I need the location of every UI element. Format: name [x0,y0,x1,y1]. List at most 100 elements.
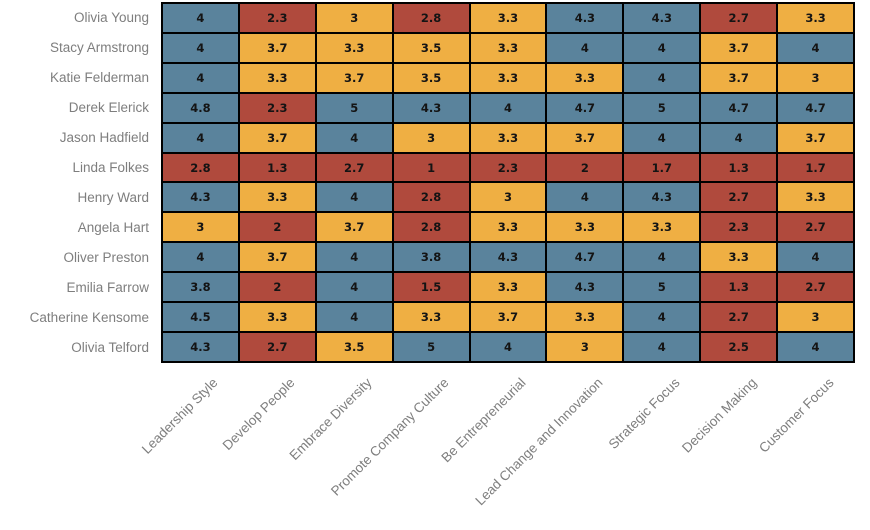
heatmap-cell[interactable]: 4 [163,4,238,32]
heatmap-cell[interactable]: 4 [547,33,623,62]
heatmap-cell[interactable]: 4 [701,123,777,152]
heatmap-cell[interactable]: 2.7 [701,303,777,332]
heatmap-cell[interactable]: 3.3 [470,4,546,32]
heatmap-cell[interactable]: 3.3 [547,63,623,92]
heatmap-cell[interactable]: 1.5 [393,273,469,302]
heatmap-cell[interactable]: 3.5 [316,333,392,361]
heatmap-cell[interactable]: 3.5 [393,33,469,62]
heatmap-cell[interactable]: 4 [624,243,700,272]
heatmap-cell[interactable]: 3.3 [701,243,777,272]
heatmap-cell[interactable]: 3.3 [778,4,853,32]
heatmap-cell[interactable]: 3.3 [778,183,853,212]
heatmap-cell[interactable]: 2.7 [778,273,853,302]
heatmap-cell[interactable]: 4 [316,273,392,302]
heatmap-cell[interactable]: 3.8 [163,273,238,302]
heatmap-cell[interactable]: 3.7 [547,123,623,152]
heatmap-cell[interactable]: 4.7 [547,243,623,272]
heatmap-cell[interactable]: 4 [163,33,238,62]
heatmap-cell[interactable]: 4.3 [547,4,623,32]
heatmap-cell[interactable]: 1 [393,153,469,182]
heatmap-cell[interactable]: 1.7 [624,153,700,182]
heatmap-cell[interactable]: 3.5 [393,63,469,92]
heatmap-cell[interactable]: 1.3 [701,273,777,302]
heatmap-cell[interactable]: 2.7 [701,183,777,212]
heatmap-cell[interactable]: 2 [547,153,623,182]
heatmap-cell[interactable]: 3.3 [239,63,315,92]
heatmap-cell[interactable]: 5 [624,273,700,302]
heatmap-cell[interactable]: 3 [547,333,623,361]
heatmap-cell[interactable]: 2.7 [778,213,853,242]
heatmap-cell[interactable]: 3.3 [470,33,546,62]
heatmap-cell[interactable]: 2.5 [701,333,777,361]
heatmap-cell[interactable]: 3.7 [701,33,777,62]
heatmap-cell[interactable]: 4 [624,303,700,332]
heatmap-cell[interactable]: 4 [624,33,700,62]
heatmap-cell[interactable]: 4 [163,243,238,272]
heatmap-cell[interactable]: 4 [316,303,392,332]
heatmap-cell[interactable]: 4 [624,123,700,152]
heatmap-cell[interactable]: 4 [778,243,853,272]
heatmap-cell[interactable]: 3 [470,183,546,212]
heatmap-cell[interactable]: 3.7 [778,123,853,152]
heatmap-cell[interactable]: 3.7 [470,303,546,332]
heatmap-cell[interactable]: 1.3 [239,153,315,182]
heatmap-cell[interactable]: 4.7 [701,93,777,122]
heatmap-cell[interactable]: 2.7 [239,333,315,361]
heatmap-cell[interactable]: 4.3 [624,183,700,212]
heatmap-cell[interactable]: 2.8 [393,4,469,32]
heatmap-cell[interactable]: 4.7 [547,93,623,122]
heatmap-cell[interactable]: 4.3 [470,243,546,272]
heatmap-cell[interactable]: 4.3 [624,4,700,32]
heatmap-cell[interactable]: 4.5 [163,303,238,332]
heatmap-cell[interactable]: 3.3 [624,213,700,242]
heatmap-cell[interactable]: 4.3 [547,273,623,302]
heatmap-cell[interactable]: 3.3 [470,273,546,302]
heatmap-cell[interactable]: 4 [316,243,392,272]
heatmap-cell[interactable]: 5 [393,333,469,361]
heatmap-cell[interactable]: 2.7 [701,4,777,32]
heatmap-cell[interactable]: 3.3 [547,213,623,242]
heatmap-cell[interactable]: 4 [316,123,392,152]
heatmap-cell[interactable]: 2.3 [701,213,777,242]
heatmap-cell[interactable]: 3.8 [393,243,469,272]
heatmap-cell[interactable]: 4.7 [778,93,853,122]
heatmap-cell[interactable]: 2.8 [393,183,469,212]
heatmap-cell[interactable]: 3.3 [470,123,546,152]
heatmap-cell[interactable]: 3.7 [239,33,315,62]
heatmap-cell[interactable]: 3 [163,213,238,242]
heatmap-cell[interactable]: 4 [624,63,700,92]
heatmap-cell[interactable]: 5 [316,93,392,122]
heatmap-cell[interactable]: 4 [163,123,238,152]
heatmap-cell[interactable]: 4 [316,183,392,212]
heatmap-cell[interactable]: 1.3 [701,153,777,182]
heatmap-cell[interactable]: 2.3 [239,93,315,122]
heatmap-cell[interactable]: 4.8 [163,93,238,122]
heatmap-cell[interactable]: 3.7 [316,213,392,242]
heatmap-cell[interactable]: 1.7 [778,153,853,182]
heatmap-cell[interactable]: 4.3 [163,333,238,361]
heatmap-cell[interactable]: 3.3 [239,303,315,332]
heatmap-cell[interactable]: 3 [778,303,853,332]
heatmap-cell[interactable]: 2.3 [470,153,546,182]
heatmap-cell[interactable]: 3.3 [393,303,469,332]
heatmap-cell[interactable]: 3.3 [470,213,546,242]
heatmap-cell[interactable]: 4 [470,93,546,122]
heatmap-cell[interactable]: 4 [624,333,700,361]
heatmap-cell[interactable]: 4.3 [393,93,469,122]
heatmap-cell[interactable]: 3.3 [316,33,392,62]
heatmap-cell[interactable]: 2 [239,213,315,242]
heatmap-cell[interactable]: 3.3 [470,63,546,92]
heatmap-cell[interactable]: 3.7 [701,63,777,92]
heatmap-cell[interactable]: 4.3 [163,183,238,212]
heatmap-cell[interactable]: 4 [470,333,546,361]
heatmap-cell[interactable]: 3 [316,4,392,32]
heatmap-cell[interactable]: 5 [624,93,700,122]
heatmap-cell[interactable]: 4 [778,33,853,62]
heatmap-cell[interactable]: 3 [393,123,469,152]
heatmap-cell[interactable]: 3.3 [239,183,315,212]
heatmap-cell[interactable]: 4 [163,63,238,92]
heatmap-cell[interactable]: 3.3 [547,303,623,332]
heatmap-cell[interactable]: 2.7 [316,153,392,182]
heatmap-cell[interactable]: 4 [547,183,623,212]
heatmap-cell[interactable]: 3 [778,63,853,92]
